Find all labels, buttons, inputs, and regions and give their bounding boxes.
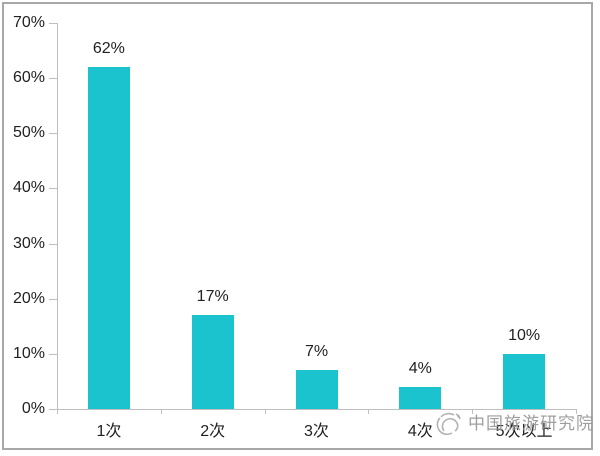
- bar: [503, 353, 546, 409]
- y-tick-mark: [49, 23, 57, 24]
- x-tick-mark: [472, 409, 474, 414]
- x-tick-mark: [160, 409, 162, 414]
- bar-value-label: 17%: [196, 288, 229, 306]
- y-tick-mark: [49, 298, 57, 300]
- x-tick-mark: [57, 409, 58, 414]
- y-tick-label: 0%: [21, 400, 45, 417]
- bar: [399, 386, 442, 409]
- y-tick-label: 10%: [12, 344, 45, 362]
- y-tick-mark: [49, 133, 57, 135]
- watermark-text: 中国旅游研究院: [468, 413, 594, 433]
- y-tick-label: 30%: [12, 234, 45, 252]
- x-axis-line: [57, 409, 576, 410]
- bar-value-label: 62%: [92, 40, 125, 58]
- y-tick-mark: [49, 188, 57, 190]
- y-axis-line: [57, 23, 58, 409]
- watermark: 中国旅游研究院: [434, 408, 594, 439]
- y-tick-mark: [49, 353, 57, 355]
- x-tick-mark: [576, 409, 577, 414]
- bar: [295, 370, 338, 409]
- y-tick-label: 20%: [12, 289, 45, 307]
- y-tick-label: 50%: [12, 124, 45, 142]
- x-tick-mark: [264, 409, 266, 414]
- x-category-label: 1次: [96, 423, 122, 440]
- x-category-label: 5次以上: [495, 423, 553, 440]
- china-tourism-academy-logo-icon: [436, 412, 461, 436]
- x-tick-mark: [368, 409, 370, 414]
- x-category-label: 2次: [200, 423, 226, 440]
- y-tick-label: 60%: [12, 69, 45, 87]
- y-tick-mark: [49, 243, 57, 245]
- bar-value-label: 10%: [508, 326, 541, 344]
- x-category-label: 3次: [304, 423, 329, 440]
- x-category-label: 4次: [407, 423, 433, 440]
- bar-value-label: 7%: [304, 343, 329, 361]
- bar-value-label: 4%: [408, 359, 432, 377]
- y-tick-mark: [49, 78, 57, 80]
- y-tick-mark: [49, 409, 57, 410]
- bar: [87, 67, 130, 409]
- y-tick-label: 70%: [12, 14, 45, 31]
- y-tick-label: 40%: [12, 179, 45, 197]
- bar: [191, 315, 234, 409]
